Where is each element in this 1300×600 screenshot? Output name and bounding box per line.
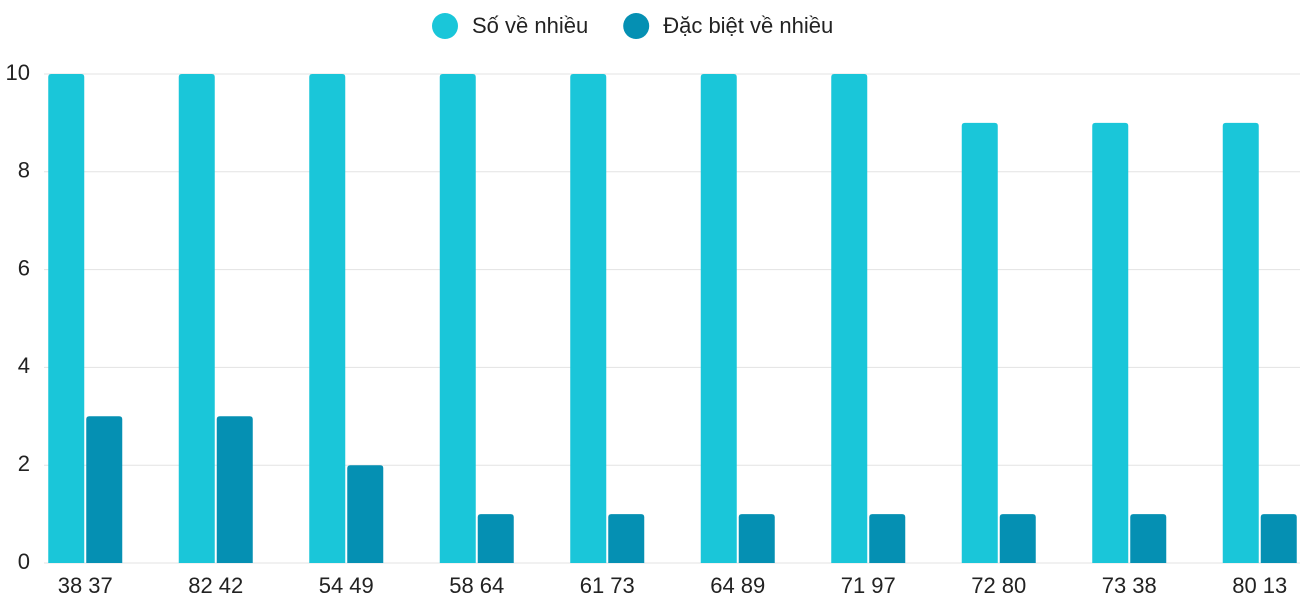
y-tick-label: 2 — [18, 451, 30, 476]
bar — [439, 74, 476, 563]
bar — [477, 514, 514, 563]
x-tick-label: 58 64 — [449, 573, 504, 598]
bar — [178, 74, 215, 563]
y-tick-label: 8 — [18, 158, 30, 183]
bar — [1222, 122, 1259, 564]
x-tick-label: 82 42 — [188, 573, 243, 598]
bar — [700, 74, 737, 563]
x-tick-label: 61 73 — [580, 573, 635, 598]
bar — [570, 74, 607, 563]
y-tick-label: 6 — [18, 255, 30, 280]
bar — [48, 74, 85, 563]
bar — [738, 514, 775, 563]
x-tick-label: 54 49 — [319, 573, 374, 598]
x-tick-label: 71 97 — [841, 573, 896, 598]
x-tick-label: 73 38 — [1102, 573, 1157, 598]
legend-swatch — [432, 13, 458, 39]
bar — [347, 465, 384, 563]
x-tick-label: 64 89 — [710, 573, 765, 598]
legend-swatch — [623, 13, 650, 39]
bar — [831, 74, 868, 563]
bar — [608, 514, 645, 563]
bar — [1130, 514, 1167, 563]
x-tick-label: 38 37 — [58, 573, 113, 598]
legend-label: Đặc biệt về nhiều — [663, 13, 833, 38]
bar — [86, 416, 123, 563]
bar — [216, 416, 253, 563]
y-tick-label: 0 — [18, 549, 30, 574]
bar — [999, 514, 1036, 563]
x-tick-label: 72 80 — [971, 573, 1026, 598]
bar — [1260, 514, 1297, 563]
legend-label: Số về nhiều — [472, 13, 588, 38]
bar — [961, 122, 998, 564]
y-tick-label: 4 — [18, 353, 30, 378]
y-tick-label: 10 — [6, 60, 30, 85]
bar — [1092, 122, 1129, 564]
bar — [869, 514, 906, 563]
x-tick-label: 80 13 — [1232, 573, 1287, 598]
bar — [309, 74, 346, 563]
